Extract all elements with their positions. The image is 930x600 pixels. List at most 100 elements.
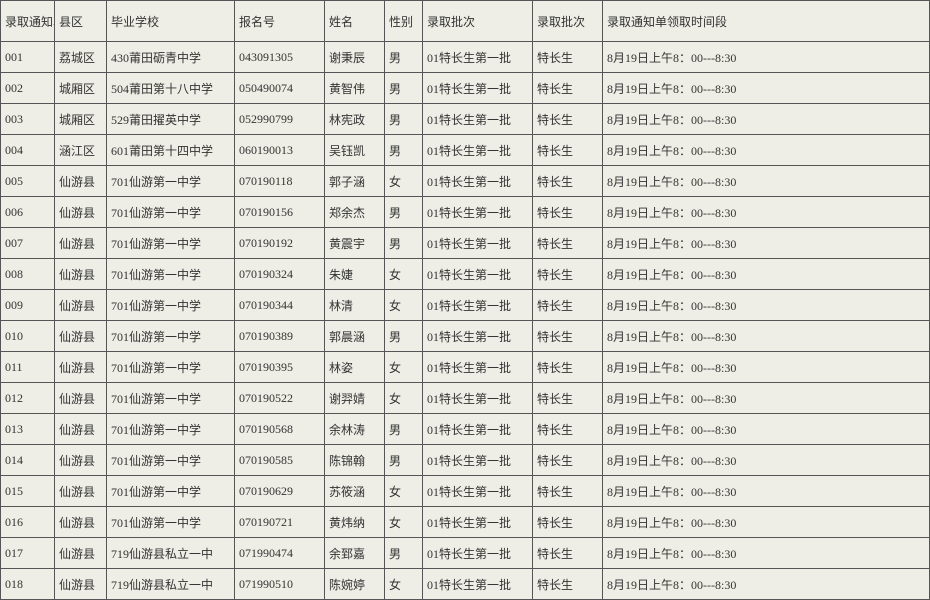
cell-gender: 女	[385, 383, 423, 414]
cell-name: 黄智伟	[325, 73, 385, 104]
table-row: 017仙游县719仙游县私立一中071990474余郅嘉男01特长生第一批特长生…	[1, 538, 930, 569]
cell-batch1: 01特长生第一批	[423, 73, 533, 104]
admission-table: 录取通知单序号 县区 毕业学校 报名号 姓名 性别 录取批次 录取批次 录取通知…	[0, 0, 930, 600]
cell-batch2: 特长生	[533, 507, 603, 538]
cell-regno: 070190568	[235, 414, 325, 445]
cell-regno: 071990510	[235, 569, 325, 600]
cell-time: 8月19日上午8：00---8:30	[603, 507, 930, 538]
cell-name: 陈锦翰	[325, 445, 385, 476]
cell-batch1: 01特长生第一批	[423, 476, 533, 507]
cell-name: 余林涛	[325, 414, 385, 445]
cell-district: 仙游县	[55, 414, 107, 445]
cell-regno: 043091305	[235, 42, 325, 73]
header-row: 录取通知单序号 县区 毕业学校 报名号 姓名 性别 录取批次 录取批次 录取通知…	[1, 1, 930, 42]
cell-district: 仙游县	[55, 290, 107, 321]
cell-time: 8月19日上午8：00---8:30	[603, 197, 930, 228]
cell-school: 701仙游第一中学	[107, 507, 235, 538]
col-serial: 录取通知单序号	[1, 1, 55, 42]
cell-gender: 女	[385, 259, 423, 290]
cell-batch1: 01特长生第一批	[423, 414, 533, 445]
table-row: 002城厢区504莆田第十八中学050490074黄智伟男01特长生第一批特长生…	[1, 73, 930, 104]
cell-district: 仙游县	[55, 507, 107, 538]
cell-gender: 女	[385, 507, 423, 538]
cell-school: 701仙游第一中学	[107, 414, 235, 445]
cell-district: 城厢区	[55, 73, 107, 104]
cell-regno: 052990799	[235, 104, 325, 135]
cell-time: 8月19日上午8：00---8:30	[603, 569, 930, 600]
cell-regno: 070190344	[235, 290, 325, 321]
cell-time: 8月19日上午8：00---8:30	[603, 445, 930, 476]
cell-name: 余郅嘉	[325, 538, 385, 569]
cell-time: 8月19日上午8：00---8:30	[603, 538, 930, 569]
cell-batch1: 01特长生第一批	[423, 383, 533, 414]
cell-name: 黄炜纳	[325, 507, 385, 538]
cell-serial: 005	[1, 166, 55, 197]
cell-school: 529莆田擢英中学	[107, 104, 235, 135]
table-row: 016仙游县701仙游第一中学070190721黄炜纳女01特长生第一批特长生8…	[1, 507, 930, 538]
cell-batch2: 特长生	[533, 569, 603, 600]
cell-batch1: 01特长生第一批	[423, 104, 533, 135]
cell-district: 城厢区	[55, 104, 107, 135]
table-row: 005仙游县701仙游第一中学070190118郭子涵女01特长生第一批特长生8…	[1, 166, 930, 197]
cell-district: 仙游县	[55, 538, 107, 569]
cell-district: 仙游县	[55, 259, 107, 290]
cell-gender: 男	[385, 414, 423, 445]
cell-batch2: 特长生	[533, 73, 603, 104]
cell-name: 林宪政	[325, 104, 385, 135]
col-regno: 报名号	[235, 1, 325, 42]
cell-time: 8月19日上午8：00---8:30	[603, 104, 930, 135]
col-name: 姓名	[325, 1, 385, 42]
cell-time: 8月19日上午8：00---8:30	[603, 73, 930, 104]
cell-gender: 男	[385, 538, 423, 569]
cell-batch1: 01特长生第一批	[423, 321, 533, 352]
cell-time: 8月19日上午8：00---8:30	[603, 290, 930, 321]
cell-gender: 男	[385, 104, 423, 135]
cell-school: 701仙游第一中学	[107, 352, 235, 383]
cell-gender: 男	[385, 445, 423, 476]
cell-batch1: 01特长生第一批	[423, 352, 533, 383]
cell-batch2: 特长生	[533, 259, 603, 290]
cell-time: 8月19日上午8：00---8:30	[603, 259, 930, 290]
cell-school: 701仙游第一中学	[107, 228, 235, 259]
cell-batch2: 特长生	[533, 445, 603, 476]
cell-batch2: 特长生	[533, 538, 603, 569]
cell-gender: 女	[385, 352, 423, 383]
cell-regno: 070190389	[235, 321, 325, 352]
cell-serial: 002	[1, 73, 55, 104]
table-row: 013仙游县701仙游第一中学070190568余林涛男01特长生第一批特长生8…	[1, 414, 930, 445]
table-row: 015仙游县701仙游第一中学070190629苏筱涵女01特长生第一批特长生8…	[1, 476, 930, 507]
cell-gender: 女	[385, 476, 423, 507]
cell-serial: 011	[1, 352, 55, 383]
cell-serial: 012	[1, 383, 55, 414]
cell-serial: 008	[1, 259, 55, 290]
cell-serial: 015	[1, 476, 55, 507]
cell-gender: 女	[385, 290, 423, 321]
cell-gender: 男	[385, 321, 423, 352]
cell-batch1: 01特长生第一批	[423, 197, 533, 228]
cell-name: 吴钰凯	[325, 135, 385, 166]
cell-serial: 004	[1, 135, 55, 166]
cell-regno: 070190629	[235, 476, 325, 507]
cell-time: 8月19日上午8：00---8:30	[603, 383, 930, 414]
cell-regno: 070190395	[235, 352, 325, 383]
cell-district: 仙游县	[55, 321, 107, 352]
table-row: 018仙游县719仙游县私立一中071990510陈婉婷女01特长生第一批特长生…	[1, 569, 930, 600]
cell-time: 8月19日上午8：00---8:30	[603, 414, 930, 445]
cell-batch1: 01特长生第一批	[423, 290, 533, 321]
cell-batch2: 特长生	[533, 414, 603, 445]
cell-time: 8月19日上午8：00---8:30	[603, 476, 930, 507]
table-row: 006仙游县701仙游第一中学070190156郑余杰男01特长生第一批特长生8…	[1, 197, 930, 228]
cell-school: 504莆田第十八中学	[107, 73, 235, 104]
table-row: 012仙游县701仙游第一中学070190522谢羿婧女01特长生第一批特长生8…	[1, 383, 930, 414]
cell-district: 涵江区	[55, 135, 107, 166]
col-district: 县区	[55, 1, 107, 42]
cell-gender: 男	[385, 135, 423, 166]
cell-district: 仙游县	[55, 166, 107, 197]
cell-school: 701仙游第一中学	[107, 476, 235, 507]
table-row: 011仙游县701仙游第一中学070190395林姿女01特长生第一批特长生8月…	[1, 352, 930, 383]
cell-name: 朱婕	[325, 259, 385, 290]
cell-school: 719仙游县私立一中	[107, 569, 235, 600]
cell-batch2: 特长生	[533, 228, 603, 259]
table-row: 010仙游县701仙游第一中学070190389郭晨涵男01特长生第一批特长生8…	[1, 321, 930, 352]
cell-district: 仙游县	[55, 445, 107, 476]
